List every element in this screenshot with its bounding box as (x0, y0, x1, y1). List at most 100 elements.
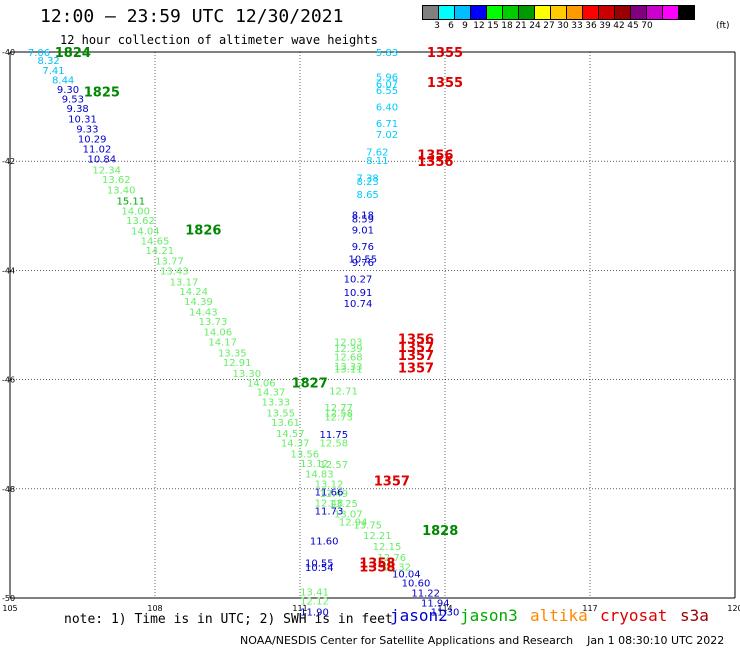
pass-time-label: 1358 (359, 557, 395, 572)
wave-height-value: 6.07 (376, 80, 398, 91)
satellite-legend-cryosat: cryosat (600, 606, 668, 625)
wave-height-value: 12.71 (329, 387, 358, 398)
wave-height-value: 13.73 (199, 317, 228, 328)
wave-height-value: 14.04 (131, 227, 160, 238)
wave-height-value: 11.75 (320, 430, 349, 441)
wave-height-value: 10.55 (305, 559, 334, 570)
wave-height-value: 9.01 (352, 225, 374, 236)
wave-height-value: 9.76 (352, 258, 374, 269)
pass-time-label: 1357 (374, 475, 410, 490)
timestamp: Jan 1 08:30:10 UTC 2022 (587, 634, 725, 647)
x-tick-label: 117 (582, 604, 597, 613)
wave-height-value: 6.40 (376, 103, 398, 114)
wave-height-value: 12.73 (324, 413, 353, 424)
x-tick-label: 111 (292, 604, 307, 613)
x-tick-label: 105 (2, 604, 17, 613)
wave-height-value: 7.06 (28, 48, 50, 59)
wave-height-value: 11.66 (315, 488, 344, 499)
x-tick-label: 114 (437, 604, 452, 613)
wave-height-value: 9.53 (62, 94, 84, 105)
satellite-legend-jason2: jason2 (390, 606, 448, 625)
wave-height-value: 14.83 (305, 470, 334, 481)
wave-height-value: 12.58 (320, 438, 349, 449)
y-tick-label: -40 (2, 48, 15, 57)
pass-time-label: 1355 (427, 46, 463, 61)
satellite-legend-altika: altika (530, 606, 588, 625)
wave-height-value: 11.22 (411, 589, 440, 600)
pass-time-label: 1825 (84, 85, 120, 100)
page-subtitle: 12 hour collection of altimeter wave hei… (60, 33, 378, 47)
wave-height-value: 12.21 (363, 531, 392, 542)
wave-height-value: 11.73 (315, 507, 344, 518)
wave-height-value: 14.21 (146, 246, 175, 257)
footer-credit: NOAA/NESDIS Center for Satellite Applica… (240, 634, 724, 647)
pass-time-label: 1356 (417, 155, 453, 170)
wave-height-value: 10.27 (344, 275, 373, 286)
wave-height-value: 14.43 (189, 307, 218, 318)
wave-height-value: 13.12 (300, 459, 329, 470)
wave-height-value: 13.62 (102, 175, 131, 186)
wave-height-value: 10.55 (349, 254, 378, 265)
y-tick-label: -46 (2, 376, 15, 385)
wave-height-value: 12.12 (300, 597, 329, 608)
footer-note: note: 1) Time is in UTC; 2) SWH is in fe… (64, 612, 393, 627)
pass-time-label: 1357 (398, 341, 434, 356)
wave-height-value: 14.17 (208, 337, 237, 348)
wave-height-value: 12.03 (334, 337, 363, 348)
wave-height-value: 13.49 (320, 489, 349, 500)
page-title: 12:00 – 23:59 UTC 12/30/2021 (40, 6, 344, 27)
scale-label: 21 (515, 21, 527, 31)
wave-height-value: 13.43 (160, 266, 189, 277)
wave-height-value: 10.04 (392, 569, 421, 580)
wave-height-value: 12.32 (382, 562, 411, 573)
wave-height-value: 13.40 (107, 186, 136, 197)
x-tick-label: 120 (727, 604, 740, 613)
pass-time-label: 1356 (398, 333, 434, 348)
wave-height-value: 10.54 (305, 563, 334, 574)
pass-time-label: 1357 (398, 362, 434, 377)
wave-height-value: 11.30 (431, 608, 460, 619)
scale-label: 6 (448, 21, 454, 31)
wave-height-value: 8.11 (366, 156, 388, 167)
wave-height-value: 10.84 (88, 154, 117, 165)
pass-time-label: 1355 (427, 76, 463, 91)
wave-height-value: 7.41 (42, 66, 64, 77)
satellite-legend-s3a: s3a (680, 606, 709, 625)
scale-label: 33 (571, 21, 583, 31)
scale-swatch (678, 5, 695, 20)
scale-label: 45 (627, 21, 639, 31)
wave-height-value: 11.94 (421, 598, 450, 609)
wave-height-value: 7.38 (357, 174, 379, 185)
wave-height-value: 13.33 (334, 362, 363, 373)
wave-height-value: 12.77 (324, 403, 353, 414)
wave-height-value: 13.61 (271, 418, 300, 429)
wave-height-value: 14.39 (184, 297, 213, 308)
pass-time-label: 1824 (55, 46, 91, 61)
scale-label: 30 (557, 21, 569, 31)
wave-height-value: 8.65 (357, 190, 379, 201)
wave-height-value: 8.59 (352, 215, 374, 226)
wave-height-value: 10.31 (68, 115, 97, 126)
wave-height-value: 11.02 (83, 145, 112, 156)
wave-height-value: 13.11 (334, 365, 363, 376)
wave-height-value: 12.48 (315, 498, 344, 509)
wave-height-value: 12.68 (334, 353, 363, 364)
color-scale (422, 5, 695, 20)
wave-height-value: 14.37 (281, 438, 310, 449)
y-tick-label: -50 (2, 594, 15, 603)
wave-height-value: 5.96 (376, 73, 398, 84)
pass-time-label: 1828 (422, 524, 458, 539)
wave-height-value: 12.57 (320, 460, 349, 471)
x-tick-label: 108 (147, 604, 162, 613)
pass-time-label: 1827 (292, 376, 328, 391)
wave-height-value: 13.77 (155, 257, 184, 268)
wave-height-value: 13.12 (315, 479, 344, 490)
wave-height-value: 13.62 (126, 216, 155, 227)
wave-height-value: 10.29 (78, 134, 107, 145)
wave-height-value: 9.33 (76, 124, 98, 135)
wave-height-value: 12.94 (339, 518, 368, 529)
wave-height-value: 13.33 (262, 397, 291, 408)
scale-label: 42 (613, 21, 625, 31)
wave-height-value: 13.17 (170, 277, 199, 288)
wave-height-value: 13.30 (233, 369, 262, 380)
